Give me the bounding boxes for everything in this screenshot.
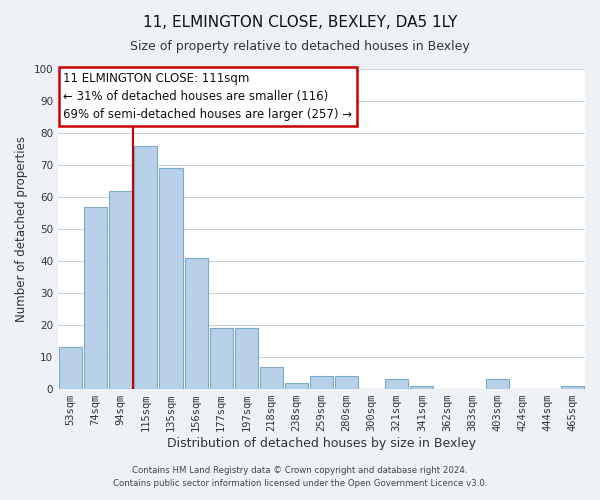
Bar [59,348,82,389]
Text: Size of property relative to detached houses in Bexley: Size of property relative to detached ho… [130,40,470,53]
Bar [260,366,283,389]
Bar [385,380,409,389]
Y-axis label: Number of detached properties: Number of detached properties [15,136,28,322]
Bar [209,328,233,389]
Bar [410,386,433,389]
Bar [109,190,133,389]
Bar [84,206,107,389]
Bar [185,258,208,389]
Bar [160,168,182,389]
Bar [285,382,308,389]
Text: Contains HM Land Registry data © Crown copyright and database right 2024.
Contai: Contains HM Land Registry data © Crown c… [113,466,487,487]
Bar [335,376,358,389]
Text: 11, ELMINGTON CLOSE, BEXLEY, DA5 1LY: 11, ELMINGTON CLOSE, BEXLEY, DA5 1LY [143,15,457,30]
Bar [561,386,584,389]
Bar [235,328,258,389]
Bar [310,376,333,389]
Text: 11 ELMINGTON CLOSE: 111sqm
← 31% of detached houses are smaller (116)
69% of sem: 11 ELMINGTON CLOSE: 111sqm ← 31% of deta… [64,72,352,121]
Bar [134,146,157,389]
Bar [485,380,509,389]
X-axis label: Distribution of detached houses by size in Bexley: Distribution of detached houses by size … [167,437,476,450]
